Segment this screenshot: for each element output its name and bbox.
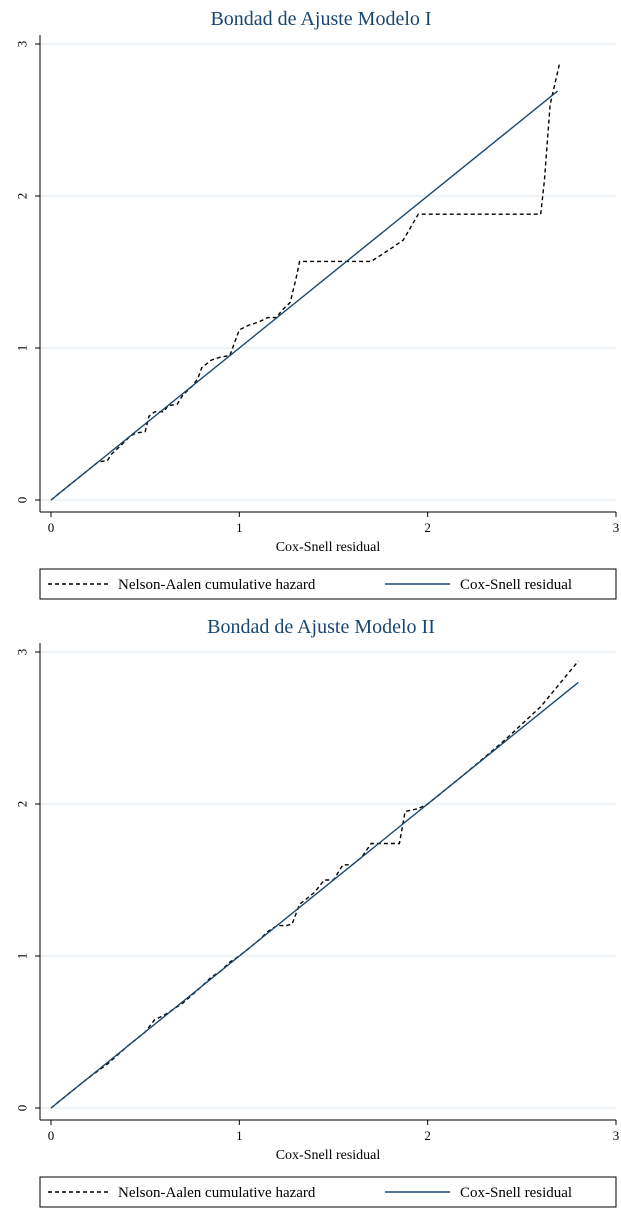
legend-label: Cox-Snell residual bbox=[460, 577, 572, 593]
y-tick-label: 0 bbox=[15, 1105, 30, 1112]
series-line-cox-snell bbox=[50, 90, 559, 501]
chart-modelo-1: Bondad de Ajuste Modelo I 0 1 2 3 0 1 2 3 Cox-Sne… bbox=[15, 8, 620, 600]
y-tick-label: 2 bbox=[15, 193, 30, 200]
x-tick-label: 0 bbox=[48, 1128, 55, 1143]
y-tick-label: 0 bbox=[15, 497, 30, 504]
x-axis-label: Cox-Snell residual bbox=[276, 1148, 381, 1163]
x-tick-label: 2 bbox=[424, 1128, 431, 1143]
x-tick-label: 1 bbox=[236, 1128, 243, 1143]
y-tick-label: 1 bbox=[15, 345, 30, 352]
x-tick-label: 1 bbox=[236, 520, 243, 535]
series-line-nelson-aalen bbox=[50, 660, 579, 1109]
legend: Nelson-Aalen cumulative hazard Cox-Snell … bbox=[39, 568, 617, 600]
y-tick-label: 3 bbox=[15, 41, 30, 48]
y-tick-label: 3 bbox=[15, 649, 30, 656]
series-line-cox-snell bbox=[50, 681, 579, 1109]
chart-title: Bondad de Ajuste Modelo II bbox=[207, 616, 435, 638]
legend-label: Nelson-Aalen cumulative hazard bbox=[118, 1185, 316, 1201]
y-tick-label: 1 bbox=[15, 953, 30, 960]
x-tick-label: 3 bbox=[613, 1128, 620, 1143]
legend-label: Nelson-Aalen cumulative hazard bbox=[118, 577, 316, 593]
x-axis-label: Cox-Snell residual bbox=[276, 540, 381, 555]
series-line-nelson-aalen bbox=[50, 63, 561, 501]
x-tick-label: 2 bbox=[424, 520, 431, 535]
legend-box bbox=[39, 568, 617, 600]
x-tick-label: 0 bbox=[48, 520, 55, 535]
chart-modelo-2: Bondad de Ajuste Modelo II 0 1 2 3 0 1 2 3 Cox-Sn… bbox=[15, 616, 620, 1208]
chart-title: Bondad de Ajuste Modelo I bbox=[210, 8, 431, 30]
legend: Nelson-Aalen cumulative hazard Cox-Snell … bbox=[39, 1176, 617, 1208]
x-tick-label: 3 bbox=[613, 520, 620, 535]
y-tick-label: 2 bbox=[15, 801, 30, 808]
legend-label: Cox-Snell residual bbox=[460, 1185, 572, 1201]
legend-box bbox=[39, 1176, 617, 1208]
